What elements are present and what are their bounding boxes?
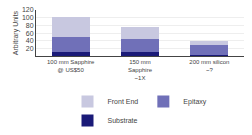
svg-text:200 mm silicon~?: 200 mm silicon~? <box>189 59 229 73</box>
svg-text:150 mmSapphire~1X: 150 mmSapphire~1X <box>128 59 153 81</box>
svg-text:80: 80 <box>26 22 34 29</box>
svg-text:20: 20 <box>26 45 34 52</box>
svg-text:120: 120 <box>22 6 34 13</box>
svg-text:Epitaxy: Epitaxy <box>183 98 206 106</box>
svg-text:Substrate: Substrate <box>108 117 138 124</box>
svg-text:Front End: Front End <box>108 98 139 105</box>
svg-text:100 mm Sapphire@ US$50: 100 mm Sapphire@ US$50 <box>47 59 95 73</box>
svg-text:60: 60 <box>26 30 34 37</box>
svg-text:40: 40 <box>26 37 34 44</box>
svg-text:100: 100 <box>22 14 34 21</box>
svg-text:Arbitrary Units: Arbitrary Units <box>12 10 20 55</box>
